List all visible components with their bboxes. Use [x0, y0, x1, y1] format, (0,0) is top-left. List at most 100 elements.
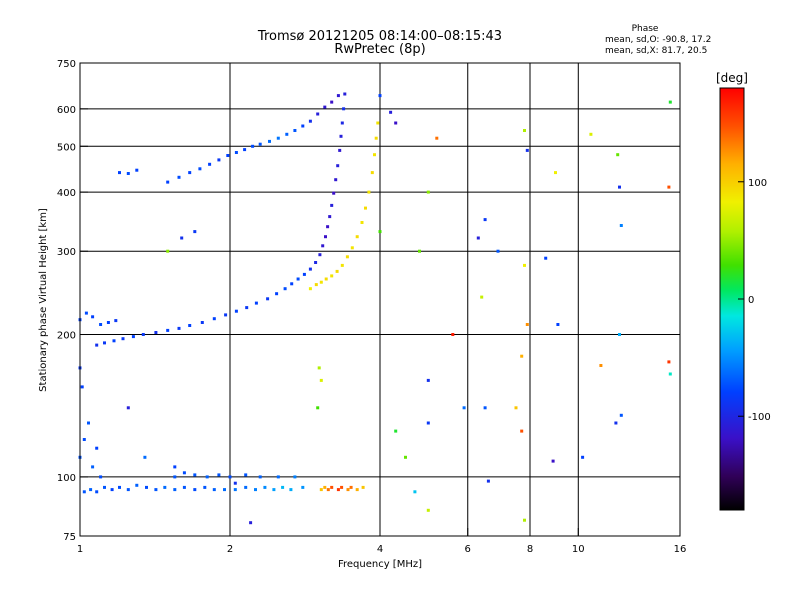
- data-point: [345, 255, 349, 259]
- data-point: [293, 129, 297, 132]
- data-point: [243, 148, 247, 152]
- x-tick-label: 10: [572, 544, 585, 555]
- data-point: [668, 100, 672, 104]
- data-point: [103, 341, 106, 345]
- grid-lines: [80, 63, 680, 536]
- data-point: [523, 518, 526, 522]
- data-point: [618, 333, 621, 336]
- data-point: [106, 321, 110, 324]
- data-point: [318, 253, 322, 257]
- data-point: [223, 488, 226, 492]
- data-point: [367, 190, 371, 194]
- data-point: [126, 406, 130, 410]
- y-tick-label: 500: [57, 142, 76, 153]
- data-point: [290, 282, 294, 286]
- data-point: [520, 354, 524, 358]
- data-point: [314, 261, 318, 264]
- data-point: [95, 343, 99, 347]
- data-point: [228, 475, 232, 479]
- colorbar-tick-label: 0: [748, 295, 754, 306]
- data-point: [330, 203, 334, 207]
- data-point: [110, 488, 114, 492]
- data-point: [413, 490, 417, 494]
- data-point: [118, 171, 121, 175]
- data-point: [426, 508, 430, 512]
- data-point: [145, 485, 148, 489]
- data-point: [667, 360, 671, 364]
- data-point: [330, 274, 334, 278]
- data-point: [99, 475, 103, 479]
- data-point: [166, 328, 170, 332]
- y-axis-ticks: 75 100 200 300 400 500 600 750: [57, 59, 88, 543]
- data-point: [141, 333, 145, 336]
- data-point: [163, 485, 167, 489]
- data-point: [323, 105, 327, 109]
- data-point: [121, 337, 125, 341]
- data-point: [82, 490, 86, 494]
- data-point: [376, 121, 380, 125]
- data-point: [476, 236, 480, 240]
- data-point: [496, 249, 500, 253]
- x-tick-label: 6: [465, 544, 471, 555]
- data-point: [302, 272, 306, 276]
- data-point: [619, 413, 623, 417]
- data-point: [283, 287, 287, 291]
- data-point: [544, 256, 548, 260]
- data-point: [193, 230, 197, 234]
- data-point: [177, 175, 181, 179]
- data-points: [78, 92, 672, 525]
- data-point: [462, 406, 466, 410]
- data-point: [404, 455, 407, 459]
- data-point: [275, 292, 279, 296]
- data-point: [326, 488, 330, 492]
- data-point: [173, 465, 177, 469]
- colorbar-tick-label: 100: [748, 178, 767, 189]
- data-point: [234, 309, 238, 313]
- data-point: [173, 475, 177, 479]
- data-point: [360, 221, 364, 224]
- data-point: [554, 171, 557, 175]
- data-point: [336, 488, 340, 492]
- data-point: [143, 455, 147, 459]
- data-point: [254, 301, 258, 305]
- data-point: [334, 178, 338, 182]
- data-point: [314, 283, 318, 287]
- data-point: [103, 485, 106, 489]
- data-point: [317, 366, 321, 370]
- colorbar-tick-label: -100: [748, 412, 771, 423]
- data-point: [364, 206, 367, 210]
- data-point: [340, 485, 344, 489]
- data-point: [418, 249, 421, 253]
- data-point: [234, 151, 238, 154]
- data-point: [323, 485, 327, 489]
- y-tick-label: 600: [57, 105, 76, 116]
- y-tick-label: 100: [57, 473, 76, 484]
- data-point: [589, 132, 593, 136]
- data-point: [514, 406, 518, 410]
- x-tick-label: 8: [527, 544, 533, 555]
- data-point: [338, 148, 342, 152]
- y-tick-label: 200: [57, 331, 76, 342]
- data-point: [616, 153, 620, 157]
- data-point: [95, 446, 99, 450]
- data-point: [355, 488, 359, 492]
- data-point: [343, 92, 347, 96]
- data-point: [268, 139, 271, 143]
- data-point: [233, 488, 237, 492]
- data-point: [336, 94, 340, 98]
- data-point: [205, 475, 209, 479]
- data-point: [226, 154, 230, 157]
- y-tick-label: 75: [63, 532, 76, 543]
- phase-info-heading: Phase: [632, 24, 659, 34]
- data-point: [99, 323, 103, 326]
- colorbar-label: [deg]: [716, 71, 748, 85]
- data-point: [346, 488, 350, 492]
- data-point: [581, 455, 585, 459]
- data-point: [373, 153, 376, 157]
- data-point: [667, 185, 671, 189]
- data-point: [272, 488, 276, 492]
- data-point: [285, 132, 289, 136]
- data-point: [339, 134, 343, 138]
- data-point: [180, 236, 184, 240]
